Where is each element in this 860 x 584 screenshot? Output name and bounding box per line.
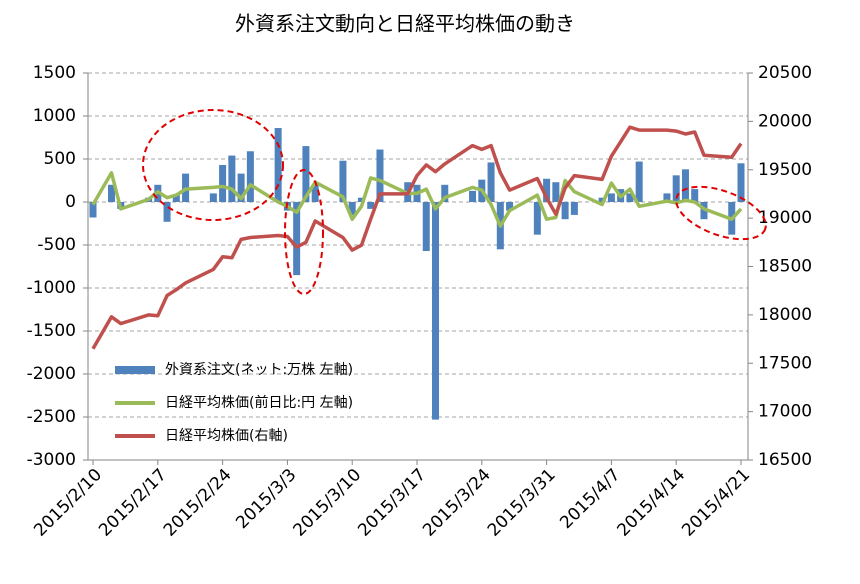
highlight-ellipse <box>142 109 284 221</box>
y2-tick-label: 17000 <box>758 402 812 422</box>
y2-tick-label: 20500 <box>758 63 812 83</box>
bar <box>339 160 347 202</box>
bar <box>376 149 384 202</box>
y2-tick-label: 18000 <box>758 305 812 325</box>
y2-tick-label: 19000 <box>758 208 812 228</box>
bar <box>357 197 365 202</box>
legend-label: 日経平均株価(前日比:円 左軸) <box>165 394 353 411</box>
legend: 外資系注文(ネット:万株 左軸) 日経平均株価(前日比:円 左軸) 日経平均株価(右… <box>115 362 353 444</box>
bar <box>543 178 551 202</box>
y-tick-label: 500 <box>44 149 76 169</box>
y-tick-label: -1000 <box>27 278 76 298</box>
chart-title: 外資系注文動向と日経平均株価の動き <box>235 12 575 36</box>
bar <box>441 184 449 202</box>
y2-tick-label: 17500 <box>758 353 812 373</box>
bar <box>598 197 606 202</box>
bar <box>506 202 514 211</box>
bar <box>274 128 282 202</box>
line <box>91 125 743 350</box>
bar <box>163 202 171 222</box>
y-tick-label: -2500 <box>27 407 76 427</box>
y-tick-label: -1500 <box>27 321 76 341</box>
bar <box>172 195 180 202</box>
y2-tick-label: 20000 <box>758 111 812 131</box>
highlight-ellipse <box>284 169 324 295</box>
bar <box>607 193 615 202</box>
y-tick-label: -3000 <box>27 450 76 470</box>
y2-tick-label: 18500 <box>758 257 812 277</box>
legend-label: 日経平均株価(右軸) <box>165 428 288 444</box>
y-tick-label: 1500 <box>33 63 76 83</box>
bar <box>293 202 301 276</box>
bar <box>570 202 578 215</box>
y-tick-label: 1000 <box>33 106 76 126</box>
bar <box>89 202 97 218</box>
bar <box>626 193 634 202</box>
legend-swatch <box>115 366 155 374</box>
bar <box>672 175 680 202</box>
bar <box>367 202 375 209</box>
y-tick-label: -500 <box>37 235 76 255</box>
bar <box>561 202 569 220</box>
bar <box>691 189 699 202</box>
bar <box>237 173 245 202</box>
legend-label: 外資系注文(ネット:万株 左軸) <box>165 362 353 378</box>
bar <box>432 202 440 420</box>
bar <box>219 165 227 202</box>
line <box>91 171 743 228</box>
bar <box>552 182 560 202</box>
bar <box>302 146 310 202</box>
annotations <box>142 109 767 295</box>
bar <box>246 151 254 202</box>
bar <box>487 162 495 202</box>
bar <box>228 155 236 202</box>
bar <box>681 169 689 202</box>
bar <box>422 202 430 252</box>
y-tick-label: -2000 <box>27 364 76 384</box>
bar <box>209 193 217 202</box>
bar <box>469 190 477 202</box>
y2-tick-label: 19500 <box>758 160 812 180</box>
bar <box>533 202 541 235</box>
bar <box>311 184 319 202</box>
highlight-ellipse <box>675 185 767 241</box>
bar <box>635 161 643 202</box>
bar <box>108 184 116 202</box>
bar <box>737 163 745 202</box>
y-tick-label: 0 <box>65 192 76 212</box>
bar <box>348 202 356 215</box>
bar <box>663 193 671 202</box>
y2-tick-label: 16500 <box>758 450 812 470</box>
